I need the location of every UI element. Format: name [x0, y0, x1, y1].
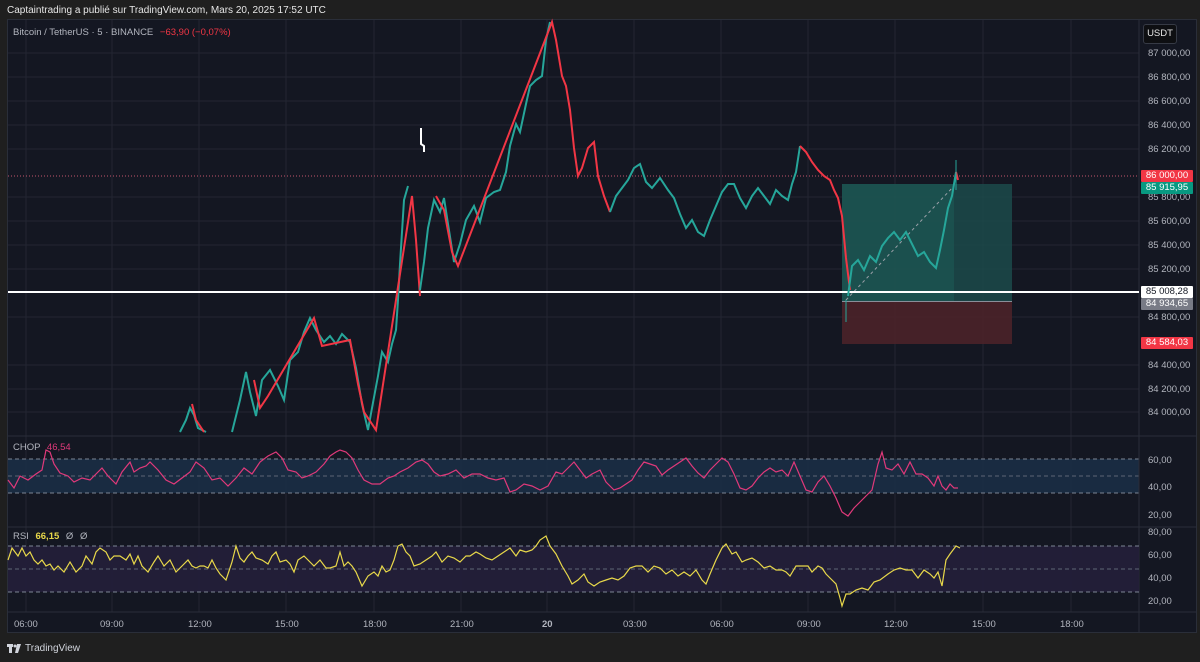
publisher-bar: Captaintrading a publié sur TradingView.… — [0, 0, 1200, 20]
price-tick: 85 400,00 — [1148, 240, 1191, 251]
entry-price-tag: 84 934,65 — [1141, 298, 1193, 310]
price-tick: 86 600,00 — [1148, 96, 1191, 107]
price-change: −63,90 (−0,07%) — [159, 27, 231, 38]
rsi-pane — [7, 535, 1139, 609]
price-tick: 85 600,00 — [1148, 216, 1191, 227]
chop-tick: 40,00 — [1148, 482, 1172, 493]
candles — [179, 18, 959, 433]
price-tick: 86 200,00 — [1148, 144, 1191, 155]
price-tick: 87 000,00 — [1148, 48, 1191, 59]
price-tick: 86 800,00 — [1148, 72, 1191, 83]
tradingview-brand[interactable]: TradingView — [7, 643, 80, 654]
time-tick: 18:00 — [1060, 619, 1084, 630]
time-tick: 21:00 — [450, 619, 474, 630]
rsi-value: 66,15 — [35, 531, 60, 542]
time-tick: 15:00 — [275, 619, 299, 630]
chop-label: CHOP — [13, 442, 41, 453]
time-tick: 06:00 — [14, 619, 38, 630]
long-position-tool[interactable] — [842, 184, 1012, 344]
symbol-name: Bitcoin / TetherUS · 5 · BINANCE — [13, 27, 154, 38]
time-tick: 09:00 — [797, 619, 821, 630]
rsi-tick: 40,00 — [1148, 573, 1172, 584]
rsi-tick: 20,00 — [1148, 596, 1172, 607]
price-tick: 85 800,00 — [1148, 192, 1191, 203]
publisher-line: Captaintrading a publié sur TradingView.… — [7, 5, 326, 16]
rsi-extra-1: Ø — [65, 531, 74, 542]
chop-value: 46,54 — [46, 442, 71, 453]
price-grid — [8, 20, 1139, 612]
time-tick: 12:00 — [884, 619, 908, 630]
rsi-legend[interactable]: RSI 66,15 Ø Ø — [13, 531, 87, 542]
chop-tick: 60,00 — [1148, 455, 1172, 466]
price-tick: 84 000,00 — [1148, 407, 1191, 418]
time-tick: 18:00 — [363, 619, 387, 630]
brand-name: TradingView — [25, 643, 81, 654]
stop-price-tag: 84 584,03 — [1141, 337, 1193, 349]
price-tick: 84 200,00 — [1148, 384, 1191, 395]
price-tick: 84 400,00 — [1148, 360, 1191, 371]
time-tick: 09:00 — [100, 619, 124, 630]
price-tick: 86 400,00 — [1148, 120, 1191, 131]
time-tick: 15:00 — [972, 619, 996, 630]
time-tick: 06:00 — [710, 619, 734, 630]
symbol-legend[interactable]: Bitcoin / TetherUS · 5 · BINANCE −63,90 … — [13, 27, 231, 38]
last-price-tag: 85 915,95 — [1141, 182, 1193, 194]
alert-price-tag: 86 000,00 — [1141, 170, 1193, 182]
time-tick: 20 — [542, 619, 553, 630]
tradingview-logo-icon — [7, 644, 21, 653]
chop-legend[interactable]: CHOP 46,54 — [13, 442, 71, 453]
price-tick: 84 800,00 — [1148, 312, 1191, 323]
chop-tick: 20,00 — [1148, 510, 1172, 521]
time-tick: 03:00 — [623, 619, 647, 630]
annotation-mark — [420, 128, 425, 152]
rsi-extra-2: Ø — [79, 531, 88, 542]
time-tick: 12:00 — [188, 619, 212, 630]
currency-unit-button[interactable]: USDT — [1143, 24, 1177, 44]
chop-pane — [7, 436, 1140, 527]
horizontal-line-tag: 85 008,28 — [1141, 286, 1193, 298]
rsi-tick: 80,00 — [1148, 527, 1172, 538]
rsi-tick: 60,00 — [1148, 550, 1172, 561]
rsi-label: RSI — [13, 531, 29, 542]
price-tick: 85 200,00 — [1148, 264, 1191, 275]
